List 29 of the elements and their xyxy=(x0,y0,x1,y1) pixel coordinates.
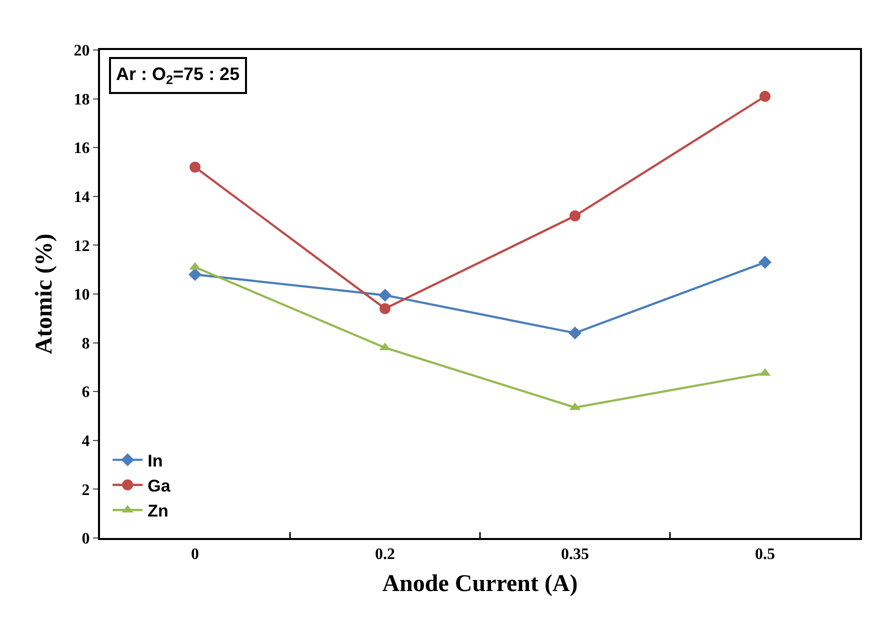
point xyxy=(380,303,390,314)
y-tick-label: 0 xyxy=(82,530,90,548)
point xyxy=(758,256,772,269)
legend-label: Zn xyxy=(148,502,168,521)
point xyxy=(760,90,770,102)
y-tick-label: 10 xyxy=(74,286,90,304)
point xyxy=(568,326,582,340)
y-tick-label: 20 xyxy=(74,42,90,60)
x-tick-label: 0.35 xyxy=(561,546,589,564)
y-tick-label: 2 xyxy=(82,482,90,499)
point xyxy=(188,268,202,281)
point xyxy=(378,288,392,302)
y-tick-label: 14 xyxy=(74,189,90,206)
annotation: Ar : O$_{2}$=75 : 25 xyxy=(116,64,240,87)
x-tick-label: 0.5 xyxy=(755,546,775,564)
point xyxy=(190,162,200,173)
x-tick-label: 0.2 xyxy=(375,546,395,564)
y-tick-label: 16 xyxy=(74,140,90,158)
legend-label: In xyxy=(148,451,163,470)
y-tick-label: 4 xyxy=(82,433,90,450)
y-tick-label: 8 xyxy=(82,335,90,352)
x-axis-title: Anode Current (A) xyxy=(382,571,578,597)
y-tick-label: 6 xyxy=(82,384,90,402)
x-tick-label: 0 xyxy=(191,546,199,564)
y-tick-label: 12 xyxy=(74,238,90,255)
y-tick-label: 18 xyxy=(74,91,90,108)
point xyxy=(570,210,580,222)
legend-label: Ga xyxy=(148,476,171,496)
y-axis-title: Atomic (%) xyxy=(31,234,58,354)
